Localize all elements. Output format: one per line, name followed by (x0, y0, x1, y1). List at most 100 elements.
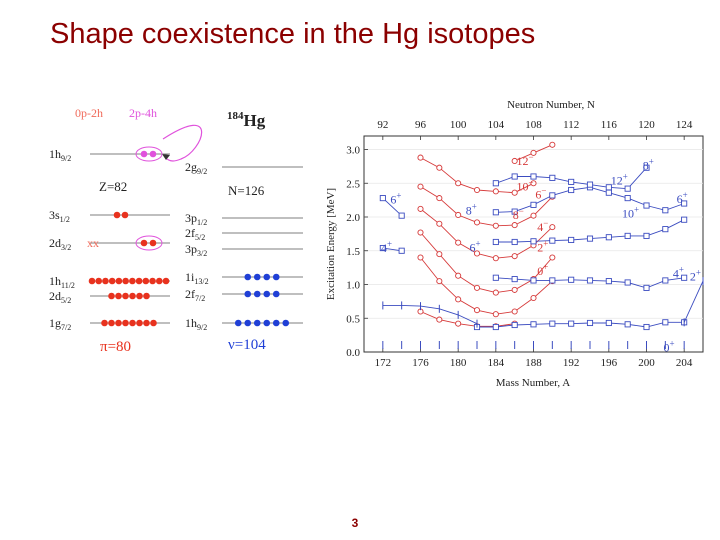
orbital-j: 3/2 (197, 249, 207, 258)
data-point (417, 254, 424, 261)
data-point (511, 253, 518, 260)
orbital-j: 5/2 (195, 233, 205, 242)
particle-dot (253, 290, 261, 298)
level-label: 1h11/2 (49, 274, 75, 290)
orbital-j: 11/2 (61, 281, 75, 290)
oblate-band-line (477, 321, 685, 328)
prolate-band-line (420, 311, 515, 327)
data-point (492, 209, 499, 216)
data-point (605, 189, 612, 196)
data-point (436, 278, 443, 285)
data-point (530, 201, 537, 208)
data-point (643, 284, 650, 291)
orbital-name: 1h (49, 274, 61, 288)
particle-dot (129, 319, 136, 327)
spin-label: 8+ (643, 157, 654, 173)
particle-dot (140, 239, 148, 247)
particle-dot (253, 319, 261, 327)
parity: + (669, 338, 674, 348)
particle-dot (149, 277, 156, 285)
data-point (492, 188, 499, 195)
x-tick-label: 172 (375, 357, 392, 369)
orbital-j: 5/2 (61, 296, 71, 305)
parity: + (696, 267, 701, 277)
data-point (568, 186, 575, 194)
data-point (455, 320, 462, 327)
data-point (586, 235, 594, 242)
level-label: 1g7/2 (49, 316, 71, 332)
level-label: 3p1/2 (185, 211, 207, 227)
level-label: 2g9/2 (185, 160, 207, 176)
spin-label: 4− (537, 218, 548, 234)
label-2p4h: 2p-4h (129, 106, 157, 120)
y-tick-label: 1.5 (346, 246, 360, 258)
spin-value: 8 (513, 208, 519, 222)
data-point (662, 277, 669, 284)
particle-dot (263, 290, 271, 298)
data-point (549, 174, 556, 181)
prolate-band-line (420, 186, 553, 227)
data-point (662, 207, 669, 214)
orbital-name: 1h (185, 316, 197, 330)
spin-value: 10 (622, 207, 634, 221)
level-label: 3p3/2 (185, 242, 207, 258)
orbital-name: 1g (49, 316, 61, 330)
level-label: 2f7/2 (185, 287, 205, 303)
n-gap-label: N=126 (228, 183, 265, 198)
particle-dot (244, 273, 252, 281)
data-point (549, 141, 556, 148)
orbital-name: 3p (185, 242, 197, 256)
prolate-band-line (420, 208, 553, 259)
parity: − (529, 178, 534, 188)
data-point (568, 276, 575, 283)
data-point (605, 184, 612, 191)
particle-dot (136, 319, 143, 327)
level-label: 3s1/2 (49, 208, 70, 224)
parity: − (541, 186, 546, 196)
data-point (549, 224, 556, 231)
spin-value: 10 (517, 180, 529, 194)
data-point (624, 195, 631, 202)
data-point (417, 229, 424, 236)
y-tick-label: 2.0 (346, 212, 360, 224)
orbital-name: 2d (49, 289, 61, 303)
spin-value: 0 (663, 340, 669, 354)
y-tick-label: 1.0 (346, 280, 360, 292)
x2-tick-label: 96 (415, 119, 427, 131)
nucleus-symbol: Hg (244, 111, 266, 130)
data-point (511, 276, 518, 283)
data-point (586, 277, 594, 284)
level-label: 2d3/2 (49, 236, 71, 252)
x2-tick-label: 92 (377, 119, 388, 131)
slide-title: Shape coexistence in the Hg isotopes (50, 18, 536, 50)
particle-dot (108, 292, 115, 300)
data-point (511, 321, 518, 329)
data-point (549, 192, 556, 199)
particle-dot (122, 292, 129, 300)
spin-value: 12 (611, 174, 623, 188)
proton-holes-mark: xx (87, 236, 99, 250)
data-point (605, 319, 612, 327)
particle-dot (149, 150, 157, 158)
particle-dot (263, 273, 271, 281)
data-point (492, 323, 499, 331)
spin-label: 0+ (537, 262, 548, 278)
plot-annotations: 12−10−6−8+8−4−6+ 2+0+6+4+8+12+6+10+4+ 2+0+ (381, 152, 701, 354)
spin-value: 8 (643, 159, 649, 173)
data-point (530, 173, 537, 180)
particle-dot (113, 211, 121, 219)
particle-dot (121, 211, 129, 219)
data-point (455, 211, 462, 219)
data-point (492, 289, 499, 296)
orbital-j: 3/2 (61, 243, 71, 252)
particle-dot (129, 292, 136, 300)
nucleus-label: 184Hg (227, 110, 266, 130)
spin-label: 12+ (611, 172, 628, 188)
orbital-name: 1i (185, 270, 195, 284)
particle-dot (149, 239, 157, 247)
data-point (681, 200, 688, 207)
orbital-name: 2f (185, 226, 195, 240)
data-point (436, 251, 443, 258)
